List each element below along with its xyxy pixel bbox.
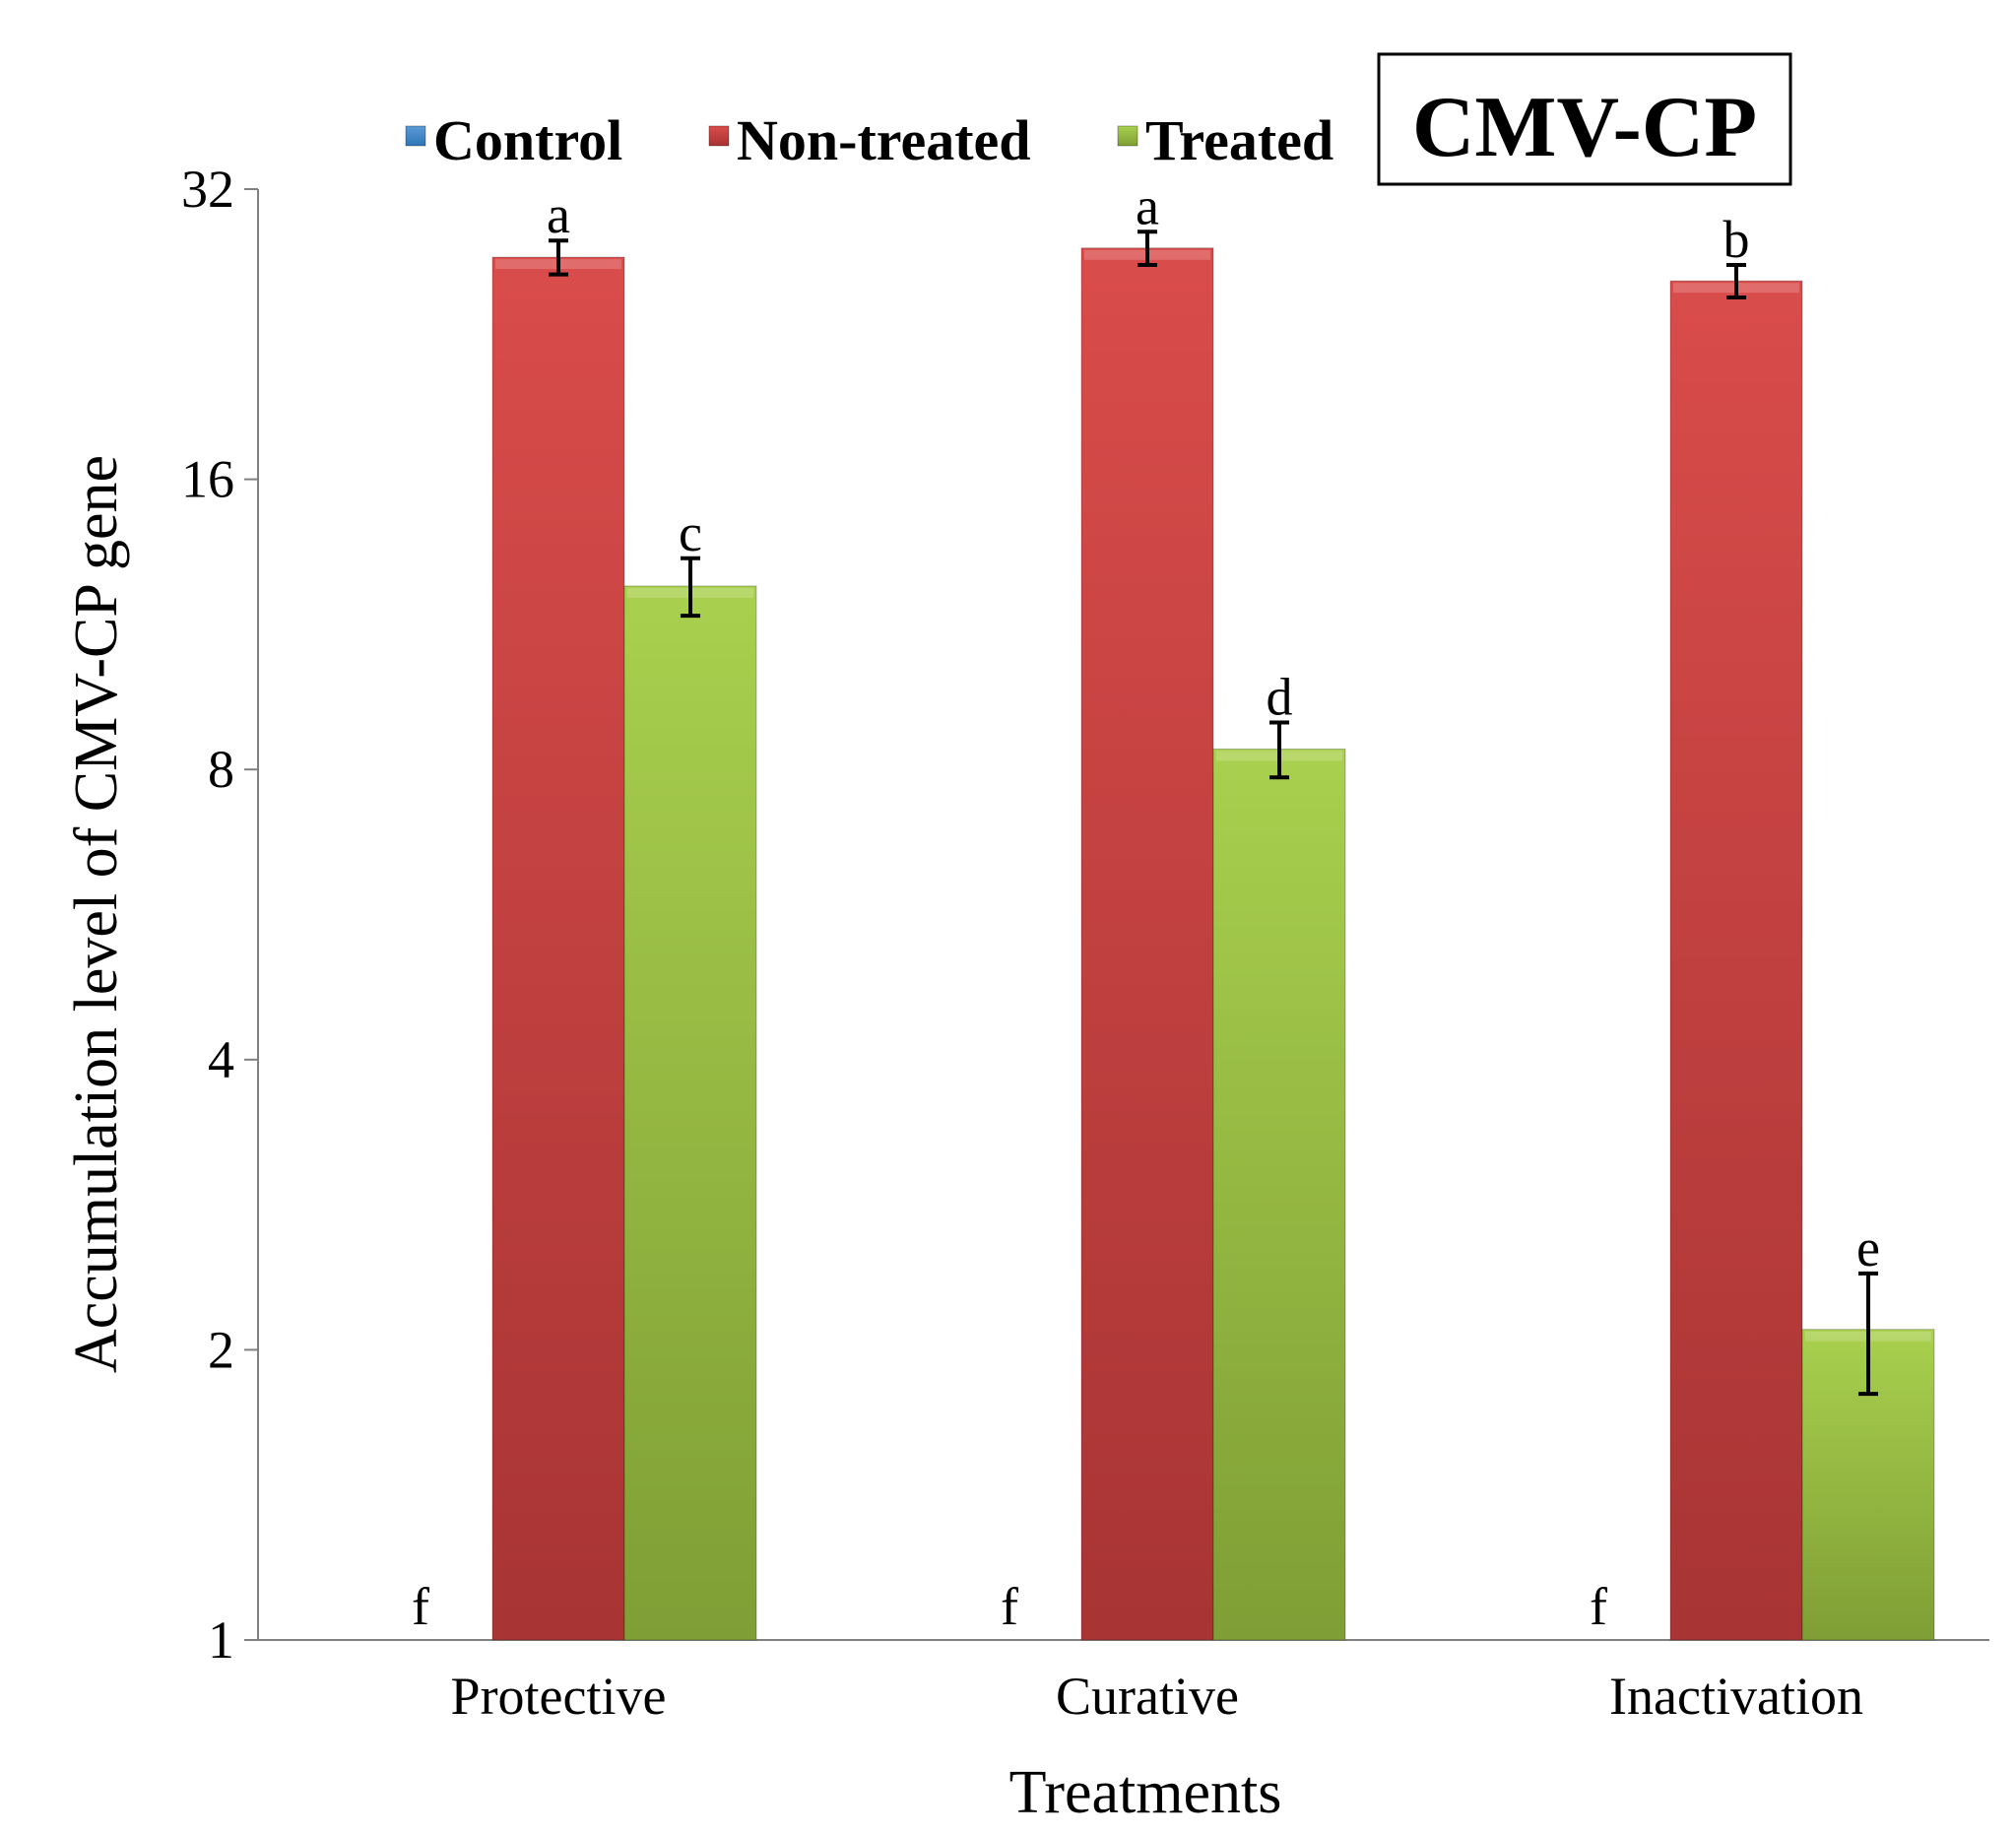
legend-label: Treated: [1145, 108, 1333, 172]
legend: Control Non-treated Treated: [405, 108, 1333, 172]
significance-label: d: [1267, 668, 1293, 727]
y-tick-label: 4: [208, 1030, 234, 1089]
y-tick-label: 2: [208, 1320, 234, 1379]
x-axis-title: Treatments: [1009, 1759, 1282, 1826]
error-bar: [1138, 230, 1157, 267]
y-tick-label: 8: [208, 740, 234, 799]
legend-swatch: [405, 125, 426, 147]
bars: f f f a a b c d e: [412, 176, 1935, 1641]
legend-label: Control: [433, 108, 622, 172]
y-axis-title: Accumulation level of CMV-CP gene: [63, 455, 130, 1373]
error-bar: [1858, 1271, 1878, 1397]
significance-label: f: [412, 1577, 429, 1636]
category-label: Inactivation: [1609, 1667, 1863, 1726]
legend-swatch: [708, 125, 730, 147]
error-bar: [1269, 720, 1289, 780]
y-ticks: 1 2 4 8 16 32: [181, 160, 258, 1670]
error-bar: [549, 238, 568, 277]
legend-swatch: [1117, 125, 1138, 147]
chart-title-box: CMV-CP: [1377, 52, 1792, 186]
y-tick-label: 16: [181, 450, 234, 509]
legend-label: Non-treated: [737, 108, 1031, 172]
significance-label: f: [1590, 1577, 1607, 1636]
significance-label: a: [1136, 176, 1159, 235]
category-labels: Protective Curative Inactivation: [451, 1667, 1863, 1726]
category-label: Protective: [451, 1667, 667, 1726]
bar-treated-protective: [623, 585, 757, 1641]
bar-non-treated-protective: [491, 256, 625, 1641]
significance-label: c: [679, 503, 702, 562]
significance-label: a: [547, 185, 570, 244]
bar-non-treated-curative: [1080, 247, 1214, 1641]
significance-label: f: [1001, 1577, 1018, 1636]
significance-label: b: [1723, 210, 1750, 269]
category-label: Curative: [1056, 1667, 1239, 1726]
error-bar: [681, 556, 700, 619]
bar-non-treated-inactivation: [1669, 280, 1803, 1641]
significance-label: e: [1856, 1218, 1880, 1278]
error-bar: [1726, 262, 1746, 300]
y-tick-label: 1: [208, 1610, 234, 1670]
y-tick-label: 32: [181, 160, 234, 219]
chart-title: CMV-CP: [1412, 80, 1757, 175]
bar-treated-curative: [1212, 748, 1346, 1641]
